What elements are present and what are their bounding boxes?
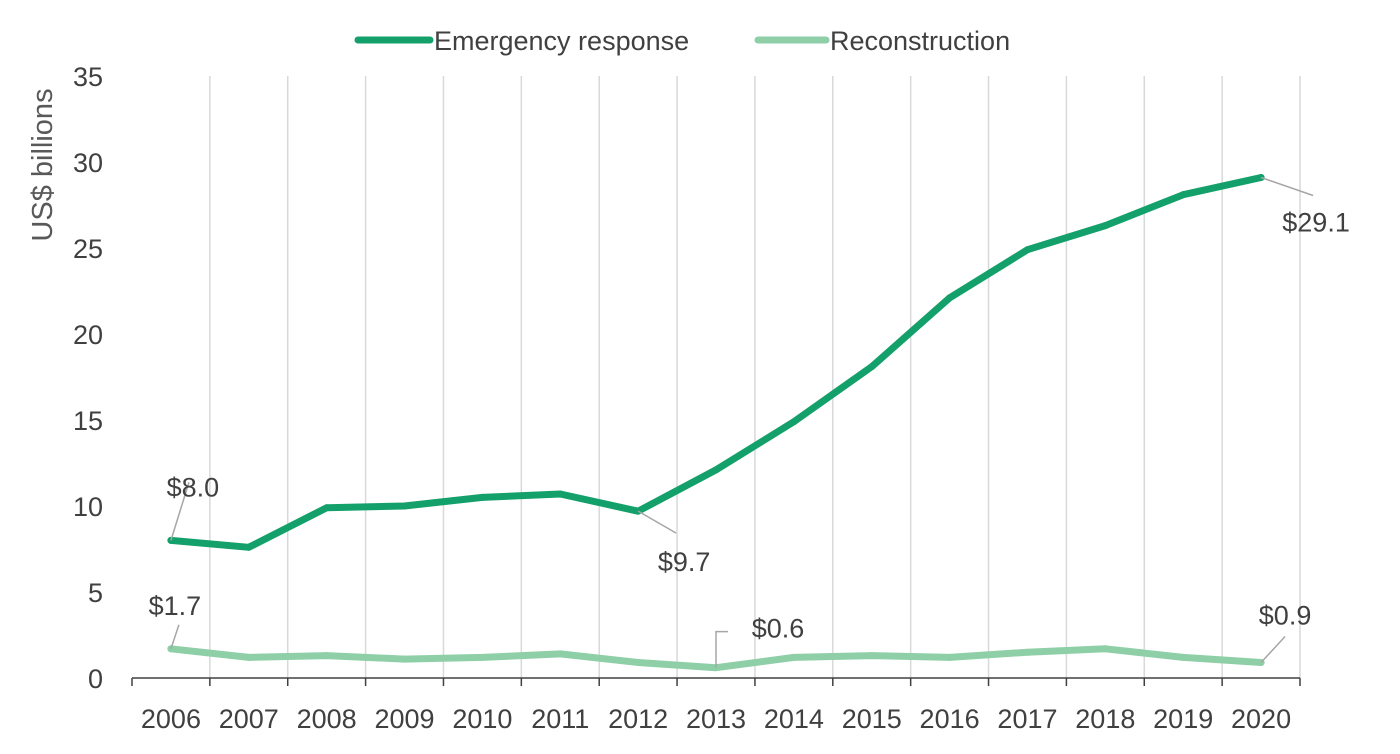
y-tick-label: 15 (73, 406, 103, 436)
y-tick-label: 25 (73, 234, 103, 264)
y-tick-label: 5 (88, 578, 103, 608)
x-tick-label: 2011 (531, 704, 589, 734)
legend: Emergency response Reconstruction (354, 26, 1010, 56)
x-tick-label: 2012 (608, 704, 668, 734)
x-tick-label: 2007 (219, 704, 279, 734)
data-point (790, 418, 798, 426)
data-point (245, 543, 253, 551)
x-tick-label: 2019 (1153, 704, 1213, 734)
legend-label: Emergency response (434, 26, 689, 56)
x-tick-label: 2006 (141, 704, 201, 734)
annotation-leader (1260, 636, 1286, 664)
x-tick-label: 2014 (764, 704, 824, 734)
data-point (478, 653, 486, 661)
annotation-layer: $8.0 $9.7 $29.1 $1.7 $0.6 $0.9 (149, 176, 1350, 668)
data-point (1023, 246, 1031, 254)
data-point (946, 294, 954, 302)
data-label: $1.7 (149, 591, 202, 621)
data-point (634, 659, 642, 667)
data-label: $0.6 (752, 614, 805, 644)
x-tick-label: 2016 (920, 704, 980, 734)
data-point (401, 502, 409, 510)
x-tick-label: 2010 (452, 704, 512, 734)
x-tick-label: 2017 (997, 704, 1057, 734)
data-point (556, 650, 564, 658)
data-label: $0.9 (1259, 601, 1312, 631)
y-tick-label: 0 (88, 664, 103, 694)
data-point (946, 653, 954, 661)
data-point (790, 653, 798, 661)
data-label: $9.7 (658, 547, 711, 577)
y-tick-label: 20 (73, 320, 103, 350)
data-point (323, 652, 331, 660)
data-point (868, 363, 876, 371)
grid-layer (209, 76, 1301, 678)
y-tick-label: 10 (73, 492, 103, 522)
data-point (1023, 648, 1031, 656)
data-label: $8.0 (167, 472, 220, 502)
x-tick-label: 2015 (842, 704, 902, 734)
data-point (868, 652, 876, 660)
data-point (1101, 222, 1109, 230)
x-tick-label: 2009 (374, 704, 434, 734)
x-tick-label: 2018 (1075, 704, 1135, 734)
annotation-leader (1260, 176, 1314, 197)
data-point (323, 504, 331, 512)
data-point (1179, 653, 1187, 661)
data-point (556, 490, 564, 498)
data-point (478, 493, 486, 501)
annotation-leader (637, 510, 677, 534)
series-layer (167, 173, 1265, 672)
axis-layer: 2006 2007 2008 2009 2010 2011 2012 2013 2014 2015… (73, 62, 1301, 734)
y-tick-label: 35 (73, 62, 103, 92)
x-tick-label: 2020 (1231, 704, 1291, 734)
data-point (1179, 191, 1187, 199)
data-point (1101, 645, 1109, 653)
x-tick-label: 2013 (686, 704, 746, 734)
legend-label: Reconstruction (830, 26, 1010, 56)
y-axis-title: US$ billions (27, 88, 59, 241)
data-label: $29.1 (1282, 207, 1350, 237)
y-tick-label: 30 (73, 148, 103, 178)
data-point (245, 653, 253, 661)
annotation-leader (715, 630, 728, 668)
annotation-leader (170, 624, 180, 649)
data-point (401, 655, 409, 663)
x-tick-label: 2008 (297, 704, 357, 734)
annotation-leader (170, 482, 190, 541)
series-line-emergency-response (167, 174, 1265, 551)
data-point (712, 466, 720, 474)
